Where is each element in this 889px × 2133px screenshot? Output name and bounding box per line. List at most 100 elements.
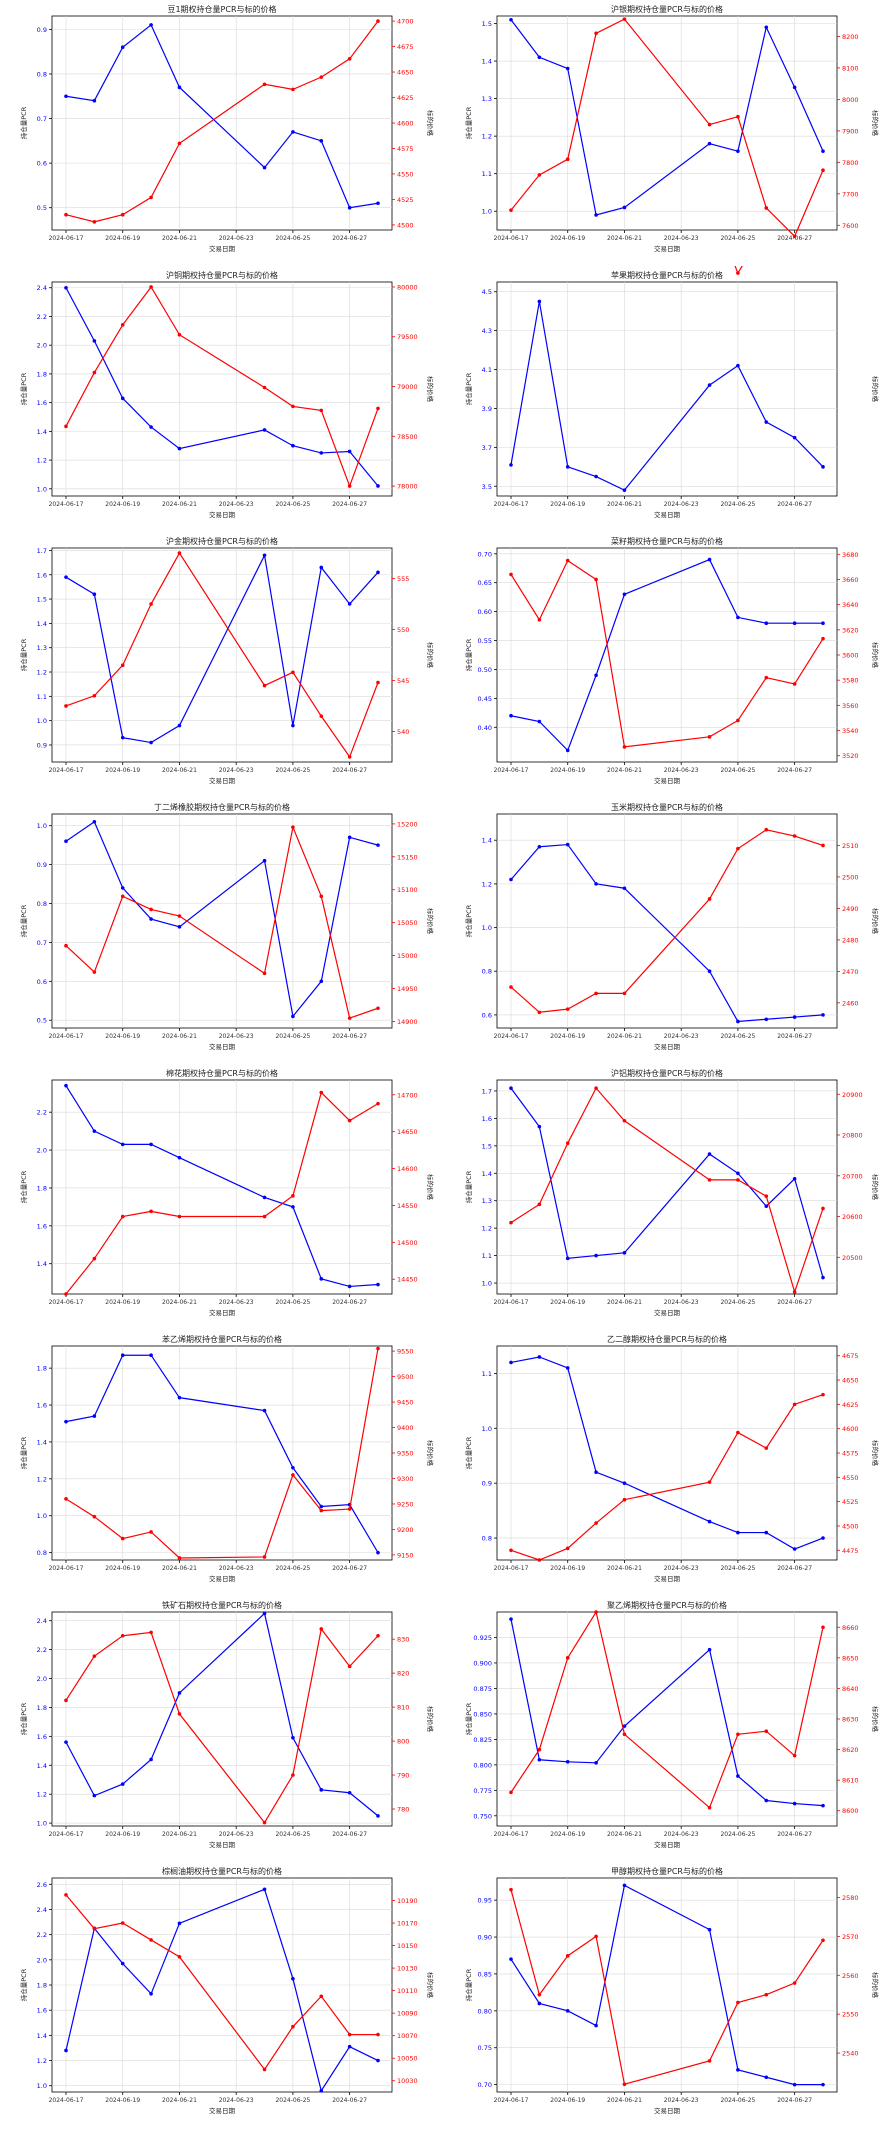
pcr-series-line: [510, 301, 824, 491]
price-point: [319, 1627, 324, 1631]
price-point: [64, 1292, 68, 1296]
price-point: [707, 1805, 712, 1810]
left-tick-label: 2.0: [37, 1956, 47, 1964]
pcr-point: [64, 94, 68, 99]
price-point: [319, 408, 324, 413]
right-tick-label: 10170: [397, 1920, 418, 1928]
pcr-point: [537, 1124, 542, 1129]
left-tick-label: 2.0: [37, 342, 47, 350]
x-tick-label: 2024-06-17: [49, 1033, 84, 1040]
price-point: [177, 1712, 182, 1716]
left-tick-label: 0.5: [37, 1017, 47, 1025]
right-y-axis-label: 标的价格: [871, 1440, 880, 1467]
price-point: [149, 1209, 153, 1214]
price-point: [764, 206, 769, 210]
chart-panel: 1.0 1.1 1.2 1.3 1.4 1.5 1.6 1.7 20500 20600 20700 2…: [445, 1064, 889, 1330]
pcr-point: [262, 428, 267, 432]
price-point: [537, 617, 542, 622]
price-point: [764, 675, 769, 680]
right-tick-label: 10030: [397, 2077, 418, 2085]
right-y-axis-label: 标的价格: [426, 1972, 435, 1999]
price-point: [736, 1178, 740, 1182]
chart-svg: 0.8 0.9 1.0 1.1 4475 4500 4525 4550 4575 4600 4625…: [464, 1334, 880, 1583]
price-point: [537, 1010, 542, 1015]
price-point: [736, 1732, 740, 1737]
price-point: [92, 370, 97, 375]
x-tick-label: 2024-06-21: [607, 235, 642, 242]
left-tick-label: 0.8: [482, 968, 492, 976]
pcr-point: [319, 139, 324, 143]
pcr-point: [622, 592, 627, 597]
chart-title: 苹果期权持仓量PCR与标的价格: [611, 270, 723, 280]
left-y-axis-label: 持仓量PCR: [19, 1170, 28, 1203]
right-tick-label: 4550: [842, 1474, 859, 1482]
pcr-point: [347, 1284, 352, 1289]
left-tick-label: 1.5: [482, 1142, 492, 1150]
pcr-point: [565, 1256, 570, 1261]
price-point: [821, 636, 825, 641]
pcr-point: [509, 1957, 513, 1961]
pcr-point: [509, 1086, 513, 1091]
right-tick-label: 10190: [397, 1897, 418, 1905]
left-tick-label: 2.2: [37, 1646, 47, 1654]
left-tick-label: 1.8: [37, 1704, 47, 1712]
pcr-point: [92, 1129, 97, 1133]
price-point: [622, 17, 627, 21]
x-tick-label: 2024-06-21: [162, 1033, 197, 1040]
pcr-point: [537, 55, 542, 60]
pcr-point: [64, 285, 68, 290]
right-tick-label: 15200: [397, 820, 418, 828]
pcr-point: [764, 2075, 769, 2080]
right-tick-label: 4675: [842, 1352, 859, 1360]
price-point: [594, 1610, 598, 1614]
pcr-point: [177, 446, 182, 451]
left-tick-label: 1.4: [37, 1438, 47, 1446]
price-point: [821, 168, 825, 173]
left-tick-label: 1.1: [482, 1370, 492, 1378]
pcr-point: [149, 1757, 153, 1762]
left-tick-label: 0.9: [37, 26, 47, 34]
price-point: [376, 1346, 380, 1351]
x-tick-label: 2024-06-27: [332, 235, 367, 242]
right-tick-label: 800: [397, 1738, 409, 1746]
right-tick-label: 7600: [842, 222, 859, 230]
x-tick-label: 2024-06-27: [332, 501, 367, 508]
x-tick-label: 2024-06-21: [162, 767, 197, 774]
x-tick-label: 2024-06-27: [777, 1565, 812, 1572]
x-tick-label: 2024-06-17: [49, 235, 84, 242]
pcr-point: [736, 1019, 740, 1024]
pcr-point: [509, 463, 513, 467]
price-point: [792, 1290, 797, 1294]
pcr-point: [120, 1142, 125, 1147]
pcr-point: [262, 1887, 267, 1892]
left-tick-label: 1.3: [482, 1197, 492, 1205]
x-tick-label: 2024-06-23: [664, 1565, 699, 1572]
plot-frame: [51, 1611, 393, 1827]
right-tick-label: 9350: [397, 1450, 414, 1458]
right-tick-label: 4600: [397, 120, 414, 128]
left-tick-label: 0.750: [473, 1812, 492, 1820]
price-point: [792, 834, 797, 838]
price-point: [120, 212, 125, 217]
left-tick-label: 1.2: [37, 1475, 47, 1483]
left-tick-label: 0.40: [478, 724, 492, 732]
pcr-point: [707, 1647, 712, 1652]
left-tick-label: 0.75: [478, 2044, 492, 2052]
chart-title: 棕榈油期权持仓量PCR与标的价格: [162, 1866, 282, 1876]
price-point: [736, 114, 740, 119]
pcr-point: [565, 842, 570, 847]
price-point: [736, 846, 740, 851]
x-tick-label: 2024-06-27: [332, 767, 367, 774]
left-tick-label: 1.4: [482, 1170, 492, 1178]
pcr-point: [764, 1204, 769, 1209]
right-y-axis-label: 标的价格: [871, 642, 880, 669]
pcr-point: [537, 1355, 542, 1359]
pcr-series-line: [65, 1085, 379, 1288]
right-tick-label: 4650: [842, 1377, 859, 1385]
pcr-point: [347, 449, 352, 454]
right-tick-label: 4525: [397, 196, 414, 204]
x-tick-label: 2024-06-27: [332, 1299, 367, 1306]
price-point: [291, 1194, 295, 1198]
left-tick-label: 0.850: [473, 1710, 492, 1718]
pcr-point: [347, 835, 352, 840]
